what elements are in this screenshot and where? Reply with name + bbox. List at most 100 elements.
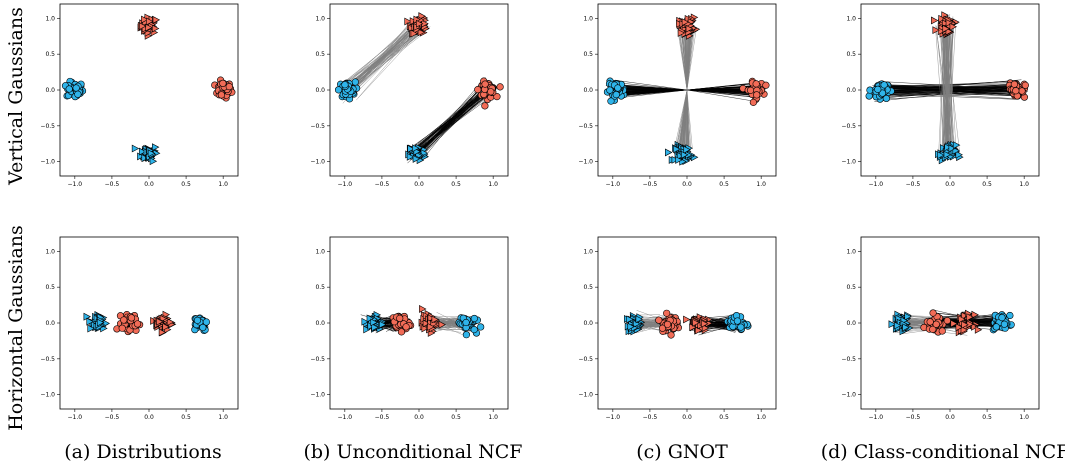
x-tick-label: 1.0 [488, 181, 498, 188]
scatter-point [1018, 87, 1026, 95]
point-cloud [603, 13, 770, 166]
scatter-point [417, 28, 426, 37]
scatter-point [932, 320, 940, 328]
scatter-point [162, 322, 170, 331]
scatter-point [992, 323, 1000, 331]
y-tick-label: 0.0 [315, 320, 325, 327]
y-tick-label: 1.0 [315, 248, 325, 255]
scatter-point [410, 29, 419, 38]
scatter-point [627, 322, 635, 331]
scatter-point [683, 315, 691, 324]
transport-line [883, 92, 1024, 96]
transport-line [889, 79, 1022, 92]
scatter-point [219, 79, 227, 88]
y-tick-label: 0.5 [315, 51, 325, 58]
scatter-point [481, 102, 489, 110]
scatter-point [865, 92, 873, 100]
point-cloud [888, 309, 1015, 337]
scatter-point [737, 323, 745, 331]
scatter-point [944, 143, 952, 152]
point-cloud [83, 310, 210, 337]
y-tick-label: 0.0 [45, 87, 55, 94]
y-tick-label: −0.5 [40, 123, 55, 130]
y-tick-label: −1.0 [578, 159, 593, 166]
scatter-point [407, 144, 415, 153]
panel-0-1: −1.0 −0.5 0.0 0.5 1.0 −1.0 −0.5 0.0 0.5 1.0 [310, 3, 509, 188]
transport-line [412, 93, 479, 151]
scatter-point [462, 331, 470, 339]
y-tick-label: −1.0 [310, 159, 325, 166]
scatter-point [663, 320, 672, 328]
scatter-point [149, 157, 158, 166]
scatter-point [493, 93, 501, 101]
transport-line [940, 26, 947, 156]
x-tick-label: 0.0 [945, 414, 955, 421]
link-bundle [869, 14, 1028, 158]
scatter-point [904, 312, 912, 321]
scatter-point [120, 316, 128, 324]
y-tick-label: 0.5 [583, 51, 593, 58]
y-tick-label: 1.0 [583, 15, 593, 22]
caption-d: (d) Class-conditional NCF [821, 441, 1065, 463]
scatter-point [607, 97, 615, 105]
x-tick-label: −1.0 [68, 181, 83, 188]
x-tick-label: 0.5 [451, 181, 461, 188]
link-bundle [605, 17, 765, 161]
scatter-point [1012, 87, 1020, 95]
scatter-point [138, 147, 147, 156]
scatter-point [487, 88, 495, 96]
scatter-point [151, 143, 160, 152]
y-tick-label: −1.0 [40, 392, 55, 399]
scatter-point [141, 15, 149, 24]
scatter-point [971, 310, 979, 319]
panel-0-3: −1.0 −0.5 0.0 0.5 1.0 −1.0 −0.5 0.0 0.5 1.0 [841, 3, 1040, 188]
scatter-point [74, 90, 82, 98]
transport-line [942, 30, 949, 155]
scatter-point [470, 326, 478, 334]
x-tick-label: 1.0 [218, 181, 228, 188]
scatter-point [397, 328, 406, 336]
scatter-point [676, 151, 685, 160]
scatter-point [341, 81, 349, 89]
scatter-point [955, 150, 963, 159]
scatter-point [685, 24, 694, 33]
scatter-point [406, 152, 415, 161]
scatter-point [131, 144, 140, 153]
scatter-point [635, 315, 644, 324]
panel-1-0: −1.0 −0.5 0.0 0.5 1.0 −1.0 −0.5 0.0 0.5 1.0 [40, 236, 239, 421]
point-cloud [361, 305, 485, 339]
scatter-point [931, 16, 939, 25]
scatter-point [193, 316, 202, 324]
x-tick-label: −0.5 [906, 181, 921, 188]
y-tick-label: −1.0 [578, 392, 593, 399]
transport-line [677, 30, 688, 151]
x-tick-label: −1.0 [606, 414, 621, 421]
scatter-point [749, 98, 757, 106]
transport-line [415, 92, 489, 153]
scatter-point [412, 154, 421, 163]
scatter-point [966, 313, 974, 322]
scatter-point [926, 318, 934, 326]
y-tick-label: −1.0 [310, 392, 325, 399]
scatter-point [431, 315, 439, 324]
scatter-point [361, 317, 369, 326]
scatter-point [612, 90, 620, 99]
scatter-point [474, 86, 482, 94]
x-tick-label: 0.0 [682, 414, 692, 421]
x-tick-label: 0.0 [144, 181, 154, 188]
y-tick-label: −0.5 [841, 356, 856, 363]
scatter-point [961, 320, 969, 329]
scatter-point [146, 17, 154, 26]
scatter-point [664, 148, 673, 157]
x-tick-label: 0.5 [719, 414, 729, 421]
scatter-point [477, 323, 485, 331]
x-tick-label: 0.0 [144, 414, 154, 421]
x-tick-label: −0.5 [375, 181, 390, 188]
y-tick-label: −1.0 [841, 159, 856, 166]
scatter-point [663, 309, 671, 317]
scatter-point [673, 145, 681, 154]
x-tick-label: −0.5 [105, 181, 120, 188]
y-tick-label: −0.5 [841, 123, 856, 130]
scatter-point [929, 325, 937, 333]
